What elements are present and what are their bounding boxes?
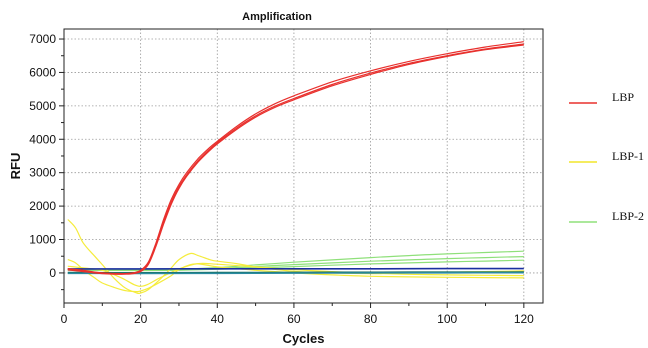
x-tick-label: 0 [61,312,68,326]
y-tick-label: 1000 [29,233,56,247]
series-line-lbp [67,44,524,275]
y-tick-label: 5000 [29,99,56,113]
y-tick-label: 4000 [29,132,56,146]
x-axis-title: Cycles [283,331,325,346]
legend: LBP LBP-1 LBP-2 [569,90,644,223]
axes: 0 1000 2000 3000 4000 5000 6000 7000 0 20 40 60 80 10… [29,32,534,326]
legend-label-lbp-1: LBP-1 [612,149,644,163]
plot-frame [63,28,544,304]
y-tick-label: 6000 [29,65,56,79]
grid [64,29,543,303]
series-lines [67,41,524,295]
x-tick-label: 120 [514,312,534,326]
series-line-baseline [67,271,524,275]
x-tick-label: 20 [134,312,148,326]
y-tick-label: 7000 [29,32,56,46]
x-tick-label: 100 [437,312,457,326]
x-tick-label: 80 [364,312,378,326]
chart-title: Amplification [242,11,312,23]
legend-label-lbp: LBP [612,90,634,104]
series-line-lbp-1 [67,219,524,295]
y-tick-label: 0 [49,266,56,280]
legend-label-lbp-2: LBP-2 [612,209,644,223]
y-tick-label: 3000 [29,166,56,180]
series-line-lbp-1 [67,262,524,287]
x-tick-label: 60 [287,312,301,326]
x-tick-label: 40 [211,312,225,326]
y-tick-label: 2000 [29,199,56,213]
series-line-lbp [67,41,524,275]
y-axis-title: RFU [8,153,23,180]
